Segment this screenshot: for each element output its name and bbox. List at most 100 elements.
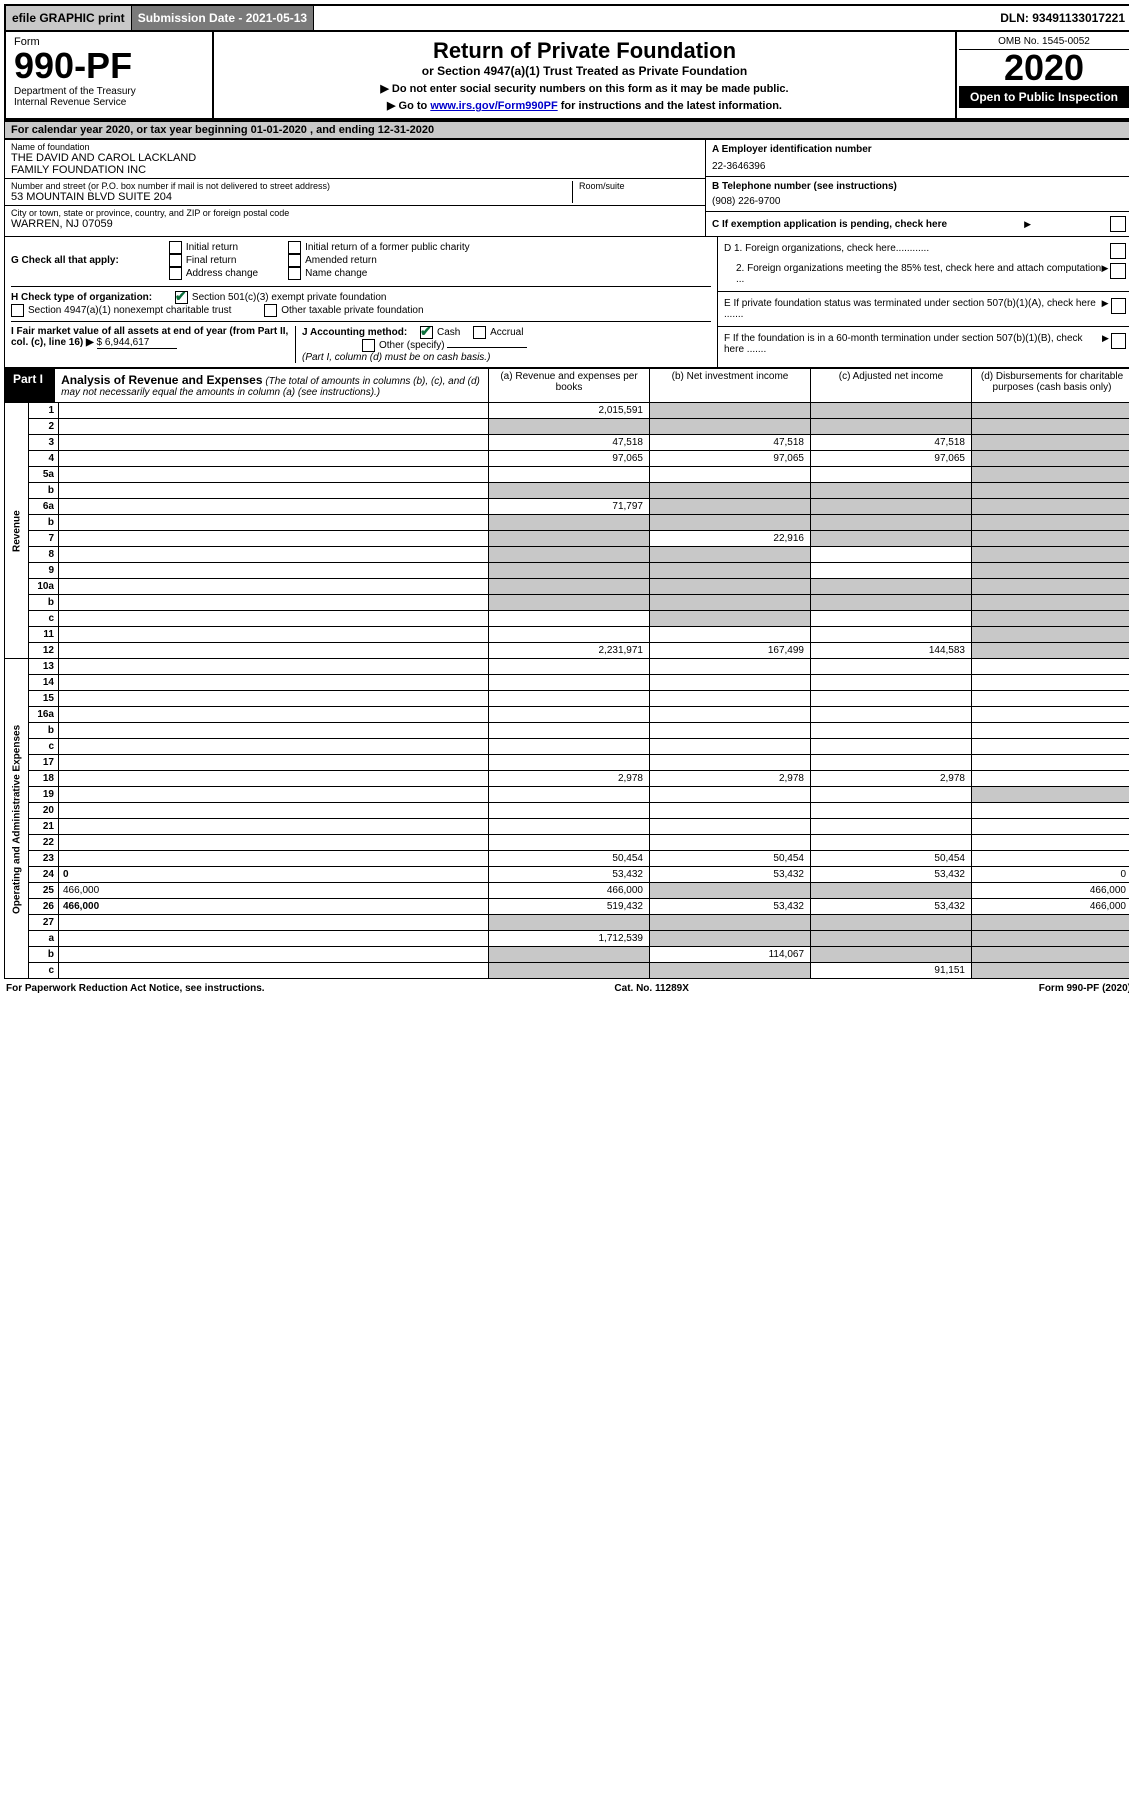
d2-checkbox[interactable] (1110, 263, 1126, 279)
value-cell-d (972, 643, 1129, 659)
line-description (59, 755, 489, 771)
value-cell-b (650, 563, 811, 579)
value-cell-b (650, 659, 811, 675)
table-row: a1,712,539 (5, 931, 1129, 947)
instr-2: ▶ Go to www.irs.gov/Form990PF for instru… (220, 99, 949, 112)
line-number: 7 (29, 531, 59, 547)
line-description: 466,000 (59, 899, 489, 915)
final-return-checkbox[interactable] (169, 254, 182, 267)
value-cell-a (489, 675, 650, 691)
value-cell-b (650, 627, 811, 643)
initial-public-checkbox[interactable] (288, 241, 301, 254)
line-description (59, 851, 489, 867)
value-cell-d (972, 707, 1129, 723)
4947-checkbox[interactable] (11, 304, 24, 317)
value-cell-a (489, 787, 650, 803)
value-cell-a: 97,065 (489, 451, 650, 467)
value-cell-d (972, 739, 1129, 755)
value-cell-a (489, 835, 650, 851)
value-cell-b (650, 739, 811, 755)
accrual-checkbox[interactable] (473, 326, 486, 339)
col-c-header: (c) Adjusted net income (811, 369, 972, 403)
table-row: 20 (5, 803, 1129, 819)
line-number: 6a (29, 499, 59, 515)
d2-label: 2. Foreign organizations meeting the 85%… (724, 263, 1101, 285)
line-number: 19 (29, 787, 59, 803)
table-row: 8 (5, 547, 1129, 563)
value-cell-a (489, 579, 650, 595)
value-cell-b (650, 515, 811, 531)
col-d-header: (d) Disbursements for charitable purpose… (972, 369, 1129, 403)
value-cell-d (972, 947, 1129, 963)
value-cell-c (811, 691, 972, 707)
amended-return-checkbox[interactable] (288, 254, 301, 267)
f-label: F If the foundation is in a 60-month ter… (724, 333, 1102, 355)
submission-date: Submission Date - 2021-05-13 (132, 6, 314, 30)
value-cell-d (972, 835, 1129, 851)
line-number: 2 (29, 419, 59, 435)
other-taxable-checkbox[interactable] (264, 304, 277, 317)
value-cell-c (811, 723, 972, 739)
line-number: 24 (29, 867, 59, 883)
value-cell-c: 91,151 (811, 963, 972, 979)
e-checkbox[interactable] (1111, 298, 1126, 314)
value-cell-b (650, 691, 811, 707)
line-number: 1 (29, 403, 59, 419)
value-cell-a (489, 755, 650, 771)
value-cell-d (972, 563, 1129, 579)
other-method-checkbox[interactable] (362, 339, 375, 352)
line-description (59, 515, 489, 531)
phone-label: B Telephone number (see instructions) (712, 181, 1126, 192)
value-cell-c (811, 819, 972, 835)
city-label: City or town, state or province, country… (11, 208, 699, 218)
value-cell-b: 2,978 (650, 771, 811, 787)
col-b-header: (b) Net investment income (650, 369, 811, 403)
cash-checkbox[interactable] (420, 326, 433, 339)
value-cell-c (811, 419, 972, 435)
table-row: 22 (5, 835, 1129, 851)
ein-value: 22-3646396 (712, 161, 1126, 172)
irs-link[interactable]: www.irs.gov/Form990PF (430, 100, 557, 112)
501c3-checkbox[interactable] (175, 291, 188, 304)
value-cell-a: 53,432 (489, 867, 650, 883)
line-number: 23 (29, 851, 59, 867)
value-cell-a: 71,797 (489, 499, 650, 515)
line-description: 466,000 (59, 883, 489, 899)
value-cell-d (972, 803, 1129, 819)
value-cell-c: 2,978 (811, 771, 972, 787)
arrow-icon (1102, 298, 1111, 309)
value-cell-b (650, 675, 811, 691)
value-cell-a (489, 531, 650, 547)
address-change-checkbox[interactable] (169, 267, 182, 280)
value-cell-b (650, 611, 811, 627)
exemption-checkbox[interactable] (1110, 216, 1126, 232)
line-description (59, 707, 489, 723)
phone-value: (908) 226-9700 (712, 196, 1126, 207)
fmv-value: $ 6,944,617 (97, 337, 177, 349)
value-cell-a: 47,518 (489, 435, 650, 451)
f-checkbox[interactable] (1111, 333, 1126, 349)
value-cell-d (972, 419, 1129, 435)
table-row: b114,067 (5, 947, 1129, 963)
name-change-checkbox[interactable] (288, 267, 301, 280)
table-row: 14 (5, 675, 1129, 691)
line-description (59, 531, 489, 547)
value-cell-a (489, 819, 650, 835)
line-description (59, 659, 489, 675)
value-cell-d (972, 515, 1129, 531)
line-description (59, 451, 489, 467)
value-cell-a (489, 947, 650, 963)
line-description (59, 643, 489, 659)
value-cell-b (650, 483, 811, 499)
room-label: Room/suite (579, 181, 699, 191)
initial-return-checkbox[interactable] (169, 241, 182, 254)
line-description (59, 915, 489, 931)
value-cell-c (811, 611, 972, 627)
efile-label[interactable]: efile GRAPHIC print (6, 6, 132, 30)
table-row: c (5, 611, 1129, 627)
ein-label: A Employer identification number (712, 144, 1126, 155)
value-cell-d (972, 483, 1129, 499)
line-number: 12 (29, 643, 59, 659)
d1-checkbox[interactable] (1110, 243, 1126, 259)
foundation-name: THE DAVID AND CAROL LACKLAND FAMILY FOUN… (11, 152, 699, 176)
